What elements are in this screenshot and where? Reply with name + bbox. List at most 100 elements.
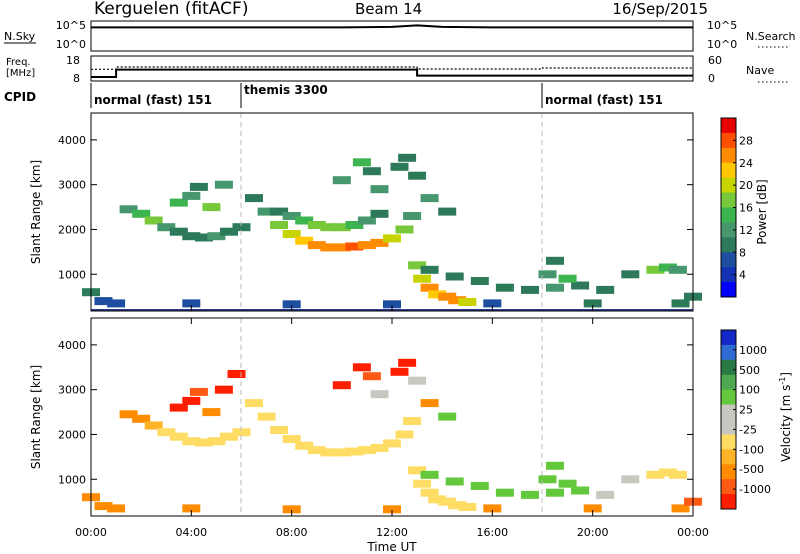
scatter-point [546,283,564,292]
scatter-point [194,233,213,242]
colorbar-segment [721,464,736,480]
noise-right-tick-bottom: 10^0 [707,38,737,51]
scatter-point [257,412,276,421]
scatter-point [132,414,151,423]
scatter-point [438,497,457,506]
scatter-point [428,290,447,299]
colorbar-segment [721,434,736,450]
scatter-point [370,390,389,399]
scatter-point [483,299,502,308]
scatter-point [668,265,687,274]
time-axis-ticks: 00:00 04:00 08:00 12:00 16:00 20:00 00:00 [75,305,709,539]
scatter-point [194,438,213,447]
scatter-point [390,367,409,376]
x-tick-label: 04:00 [175,526,207,539]
freq-label-2: [MHz] [6,68,35,79]
colorbar-segment [721,192,736,208]
noise-left-tick-top: 10^5 [56,19,86,32]
scatter-point [668,470,687,479]
colorbar-tick-label: -1000 [739,483,771,496]
scatter-point [395,225,414,234]
scatter-point [232,428,251,437]
scatter-point [646,265,665,274]
scatter-point [420,470,439,479]
scatter-point [621,270,640,279]
scatter-point [345,447,364,456]
colorbar-tick-label: 20 [739,179,753,192]
scatter-point [357,446,376,455]
scatter-point [307,241,326,250]
scatter-point [207,437,226,446]
power-y-ticks: 1000 2000 3000 4000 [58,134,693,281]
noise-left-label: N.Sky [4,30,36,43]
scatter-point [202,408,221,417]
scatter-point [227,370,246,378]
scatter-point [282,230,301,238]
scatter-point [403,417,422,425]
colorbar-tick-label: 12 [739,224,753,237]
scatter-point [207,232,226,241]
scatter-point [398,358,417,367]
scatter-point [521,490,539,499]
scatter-point [214,385,233,394]
scatter-point [370,209,389,218]
cpid-mode-1: normal (fast) 151 [94,93,212,107]
velocity-colorbar-title: Velocity [m s-1] [778,372,793,462]
freq-left-tick-bottom: 8 [73,72,80,85]
nsky-line [91,24,693,29]
scatter-point [332,381,351,390]
scatter-point [182,299,201,308]
colorbar-tick-label: 100 [739,384,760,397]
date-title: 16/Sep/2015 [612,0,708,18]
power-panel: 1000 2000 3000 4000 Slant Range [km] [29,112,702,312]
scatter-point [420,265,439,274]
colorbar-tick-label: -25 [739,423,757,436]
colorbar-tick-label: 24 [739,157,753,170]
scatter-point [182,504,201,513]
scatter-point [270,207,289,216]
scatter-point [558,479,577,488]
scatter-point [182,191,201,200]
cpid-panel: CPID normal (fast) 151 themis 3300 norma… [4,83,663,108]
scatter-point [395,430,414,439]
colorbar-segment [721,494,736,510]
scatter-point [583,504,602,513]
scatter-point [345,221,364,229]
scatter-point [202,203,221,212]
colorbar-segment [721,282,736,298]
scatter-point [295,441,314,450]
scatter-point [546,461,564,470]
scatter-point [257,207,276,216]
y-tick-label: 2000 [58,428,86,441]
scatter-point [571,486,590,495]
freq-line [91,68,693,78]
scatter-point [420,399,439,408]
colorbar-tick-label: 28 [739,134,753,147]
scatter-point [448,296,467,305]
scatter-point [189,182,208,191]
cpid-mode-3: normal (fast) 151 [545,93,663,107]
freq-panel: Freq. [MHz] 18 8 60 0 Nave [6,54,790,85]
colorbar-segment [721,389,736,406]
scatter-point [169,227,188,236]
scatter-point [671,299,690,308]
velocity-colorbar: 1000 500 100 25 -25 -100 -500 -1000 [720,329,771,510]
scatter-point [270,426,289,434]
cpid-mode-2: themis 3300 [244,83,328,97]
colorbar-segment [721,177,736,194]
freq-label-1: Freq. [6,57,31,68]
scatter-point [245,194,263,203]
colorbar-segment [721,147,736,164]
scatter-point [621,475,640,484]
scatter-point [383,505,401,514]
scatter-point [307,446,326,455]
scatter-point [408,171,427,180]
colorbar-segment [721,237,736,253]
scatter-point [658,263,677,272]
scatter-point [189,387,208,396]
scatter-point [270,221,289,229]
scatter-point [307,221,326,229]
y-tick-label: 4000 [58,134,86,147]
scatter-point [558,274,577,283]
scatter-point [232,223,251,232]
